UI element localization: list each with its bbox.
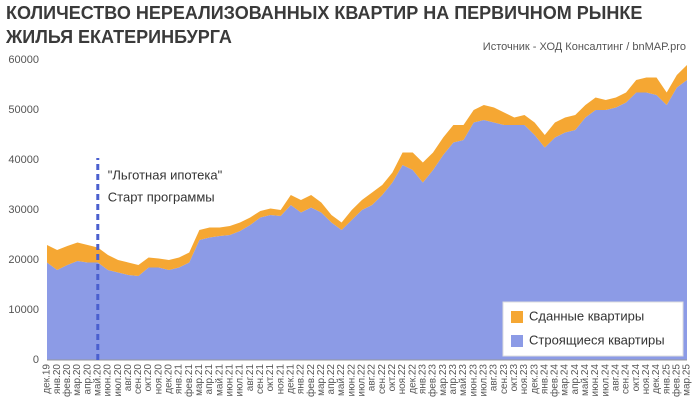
- area: [47, 65, 687, 276]
- x-tick-label: июл.21: [235, 364, 246, 397]
- legend-box: [502, 301, 684, 357]
- source: Источник - ХОД Консалтинг / bnMAP.pro: [483, 41, 686, 53]
- x-tick-label: сен.22: [377, 364, 388, 394]
- x-tick-label: сен.21: [255, 364, 266, 394]
- x-tick-label: ноя.22: [397, 364, 408, 395]
- x-tick-label: ноя.24: [641, 364, 652, 395]
- x-tick-label: авг.20: [123, 364, 134, 392]
- x-tick-label: дек.24: [651, 364, 662, 394]
- y-tick-label: 50000: [8, 104, 39, 116]
- x-tick-label: апр.24: [570, 364, 581, 395]
- x-tick-label: апр.20: [82, 364, 93, 395]
- x-tick-label: апр.22: [326, 364, 337, 395]
- x-tick-label: сен.23: [499, 364, 510, 394]
- x-tick-label: июн.21: [224, 364, 235, 397]
- x-tick-label: май.23: [458, 364, 469, 396]
- x-tick-label: май.20: [92, 364, 103, 396]
- x-tick-label: мар.22: [316, 364, 327, 396]
- x-tick-label: окт.23: [509, 364, 520, 392]
- x-tick-label: янв.24: [539, 364, 550, 395]
- x-tick-label: фев.23: [427, 364, 439, 397]
- x-tick-label: фев.25: [670, 364, 682, 397]
- x-tick-label: июл.22: [357, 364, 368, 397]
- x-tick-label: ноя.20: [153, 364, 164, 395]
- x-tick-label: июл.20: [113, 364, 124, 397]
- y-tick-label: 0: [33, 354, 39, 366]
- x-tick-label: июл.23: [478, 364, 489, 397]
- x-tick-label: дек.21: [285, 364, 296, 394]
- x-tick-label: мар.25: [682, 364, 693, 396]
- y-tick-label: 20000: [8, 254, 39, 266]
- y-tick-label: 60000: [8, 54, 39, 66]
- y-tick-label: 30000: [8, 204, 39, 216]
- x-tick-label: дек.20: [164, 364, 175, 394]
- x-tick-label: апр.21: [204, 364, 215, 395]
- area: [47, 80, 687, 360]
- legend-label: Сданные квартиры: [529, 308, 644, 323]
- chart-title: ЖИЛЬЯ ЕКАТЕРИНБУРГА: [5, 27, 232, 47]
- x-tick-label: авг.21: [245, 364, 256, 392]
- x-tick-label: июл.24: [600, 364, 611, 397]
- x-tick-label: июн.20: [103, 364, 114, 397]
- x-tick-label: мар.23: [438, 364, 449, 396]
- x-tick-label: янв.20: [52, 364, 63, 395]
- x-tick-label: фев.24: [549, 364, 561, 397]
- x-tick-label: май.24: [580, 364, 591, 396]
- x-tick-label: фев.21: [183, 364, 195, 397]
- annotation-text: "Льготная ипотека": [108, 167, 223, 182]
- x-tick-label: июн.23: [468, 364, 479, 397]
- x-tick-label: янв.23: [418, 364, 429, 395]
- y-tick-label: 10000: [8, 304, 39, 316]
- x-tick-label: авг.24: [611, 364, 622, 392]
- x-tick-label: ноя.21: [275, 364, 286, 395]
- x-tick-label: окт.21: [265, 364, 276, 392]
- x-tick-label: мар.20: [72, 364, 83, 396]
- x-tick-label: май.21: [214, 364, 225, 396]
- x-tick-label: авг.22: [367, 364, 378, 392]
- x-tick-label: янв.21: [174, 364, 185, 395]
- x-tick-label: мар.21: [194, 364, 205, 396]
- legend-label: Строящиеся квартиры: [529, 332, 665, 347]
- x-tick-label: дек.19: [42, 364, 53, 394]
- x-tick-label: окт.22: [387, 364, 398, 392]
- legend-swatch: [511, 311, 523, 323]
- x-tick-label: фев.22: [305, 364, 317, 397]
- annotation-text: Старт программы: [108, 189, 215, 204]
- x-tick-label: окт.24: [631, 364, 642, 392]
- x-tick-label: янв.22: [296, 364, 307, 395]
- x-tick-label: дек.23: [529, 364, 540, 394]
- x-tick-label: апр.23: [448, 364, 459, 395]
- x-tick-label: мар.24: [560, 364, 571, 396]
- x-tick-label: фев.20: [61, 364, 73, 397]
- x-tick-label: июн.24: [590, 364, 601, 397]
- x-tick-label: сен.20: [133, 364, 144, 394]
- chart-title: КОЛИЧЕСТВО НЕРЕАЛИЗОВАННЫХ КВАРТИР НА ПЕ…: [6, 3, 642, 23]
- x-tick-label: май.22: [336, 364, 347, 396]
- x-tick-label: сен.24: [621, 364, 632, 394]
- legend-swatch: [511, 335, 523, 347]
- x-tick-label: дек.22: [407, 364, 418, 394]
- x-tick-label: янв.25: [661, 364, 672, 395]
- x-tick-label: авг.23: [489, 364, 500, 392]
- x-tick-label: окт.20: [143, 364, 154, 392]
- y-tick-label: 40000: [8, 154, 39, 166]
- x-tick-label: июн.22: [346, 364, 357, 397]
- x-tick-label: ноя.23: [519, 364, 530, 395]
